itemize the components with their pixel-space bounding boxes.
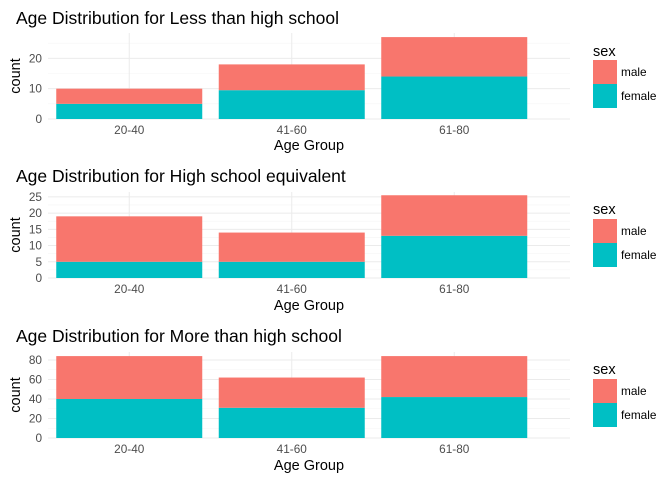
legend-label-male: male [621, 65, 647, 79]
x-tick-label: 61-80 [439, 442, 470, 456]
y-tick-label: 5 [35, 255, 42, 269]
bar-female-41-60 [218, 90, 365, 119]
legend-label-female: female [621, 408, 657, 422]
y-tick-label: 10 [29, 82, 43, 96]
x-tick-label: 61-80 [439, 123, 470, 137]
legend-key-female [593, 84, 617, 108]
bar-male-61-80 [381, 37, 528, 77]
y-tick-label: 10 [29, 239, 43, 253]
legend-title: sex [593, 362, 616, 378]
bar-male-61-80 [381, 195, 528, 236]
legend-key-female [593, 243, 617, 267]
y-tick-label: 15 [29, 222, 43, 236]
legend-title: sex [593, 44, 616, 60]
x-axis-title: Age Group [274, 138, 344, 154]
y-axis-title: count [8, 377, 24, 412]
bar-female-41-60 [218, 407, 365, 438]
bar-male-61-80 [381, 356, 528, 398]
bar-female-61-80 [381, 76, 528, 119]
legend-label-female: female [621, 248, 657, 262]
y-axis-title: count [8, 217, 24, 252]
y-tick-label: 80 [29, 353, 43, 367]
bar-female-41-60 [218, 261, 365, 278]
y-tick-label: 20 [29, 51, 43, 65]
x-tick-label: 41-60 [277, 282, 308, 296]
bar-female-61-80 [381, 397, 528, 438]
y-tick-label: 20 [29, 411, 43, 425]
x-tick-label: 20-40 [114, 442, 145, 456]
y-tick-label: 25 [29, 190, 43, 204]
legend-key-female [593, 403, 617, 427]
legend-label-male: male [621, 384, 647, 398]
bar-female-20-40 [56, 103, 203, 119]
legend-key-male [593, 60, 617, 84]
bar-male-41-60 [218, 232, 365, 262]
x-axis-title: Age Group [274, 458, 344, 474]
x-tick-label: 20-40 [114, 282, 145, 296]
chart-title: Age Distribution for High school equival… [16, 166, 346, 186]
x-tick-label: 41-60 [277, 442, 308, 456]
y-tick-label: 20 [29, 206, 43, 220]
bar-male-20-40 [56, 216, 203, 262]
bar-male-41-60 [218, 377, 365, 408]
bar-male-20-40 [56, 88, 203, 104]
x-axis-title: Age Group [274, 298, 344, 314]
bar-male-41-60 [218, 64, 365, 91]
legend-label-female: female [621, 89, 657, 103]
y-tick-label: 60 [29, 372, 43, 386]
legend-label-male: male [621, 224, 647, 238]
y-axis-title: count [8, 58, 24, 93]
legend-key-male [593, 379, 617, 403]
chart-title: Age Distribution for Less than high scho… [16, 8, 339, 28]
chart-title: Age Distribution for More than high scho… [16, 326, 342, 346]
legend-key-male [593, 219, 617, 243]
y-tick-label: 0 [35, 112, 42, 126]
y-tick-label: 40 [29, 392, 43, 406]
y-tick-label: 0 [35, 431, 42, 445]
y-tick-label: 0 [35, 271, 42, 285]
bar-female-20-40 [56, 261, 203, 278]
x-tick-label: 41-60 [277, 123, 308, 137]
x-tick-label: 20-40 [114, 123, 145, 137]
bar-male-20-40 [56, 356, 203, 399]
x-tick-label: 61-80 [439, 282, 470, 296]
bar-female-20-40 [56, 398, 203, 438]
legend-title: sex [593, 202, 616, 218]
bar-female-61-80 [381, 235, 528, 278]
